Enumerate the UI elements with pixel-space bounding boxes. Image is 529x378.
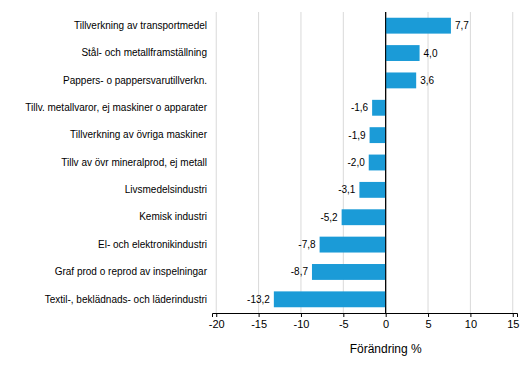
x-axis-title: Förändring %: [350, 342, 422, 356]
data-label: -7,8: [298, 239, 316, 250]
y-tick: Textil-, beklädnads- och läderindustri: [45, 294, 207, 305]
bar: [320, 237, 386, 253]
category-label: Pappers- o pappersvarutillverkn.: [63, 75, 207, 86]
x-tick-mark: [216, 313, 217, 317]
grid-line: [258, 12, 259, 313]
category-label: Textil-, beklädnads- och läderindustri: [45, 294, 207, 305]
y-tick: Stål- och metallframställning: [81, 47, 207, 58]
bar: [359, 182, 385, 198]
x-tick: 10: [465, 313, 477, 330]
y-tick: Tillverkning av övriga maskiner: [70, 129, 208, 140]
grid-line: [470, 12, 471, 313]
category-label: Kemisk industri: [139, 211, 207, 222]
data-label: 4,0: [424, 48, 438, 59]
data-label: -2,0: [348, 157, 366, 168]
x-tick: 15: [507, 313, 519, 330]
data-label: 7,7: [455, 20, 469, 31]
x-tick-label: -10: [294, 318, 310, 330]
data-labels: 7,7 4,0 3,6 -1,6 -1,9 -2,0 -3,1 -5,2 -7,8 -8,7 -13…: [247, 20, 469, 305]
bars: [274, 18, 451, 308]
data-label: 3,6: [420, 75, 434, 86]
x-tick-label: 5: [425, 318, 431, 330]
x-tick: 5: [425, 313, 431, 330]
x-tick-mark: [428, 313, 429, 317]
bar: [372, 100, 386, 116]
bar: [342, 209, 386, 225]
bar: [386, 45, 420, 61]
y-tick: Tillv av övr mineralprod, ej metall: [61, 157, 207, 168]
x-tick: -5: [339, 313, 349, 330]
category-label: Stål- och metallframställning: [81, 47, 207, 58]
data-label: -13,2: [247, 294, 270, 305]
grid: [216, 12, 513, 313]
category-label: El- och elektronikindustri: [98, 239, 207, 250]
bar: [386, 18, 451, 34]
x-tick: 0: [383, 313, 389, 330]
bar: [370, 127, 386, 143]
category-label: Livsmedelsindustri: [125, 184, 207, 195]
y-tick: Tillv. metallvaror, ej maskiner o appara…: [25, 102, 207, 113]
x-axis: -20 -15 -10 -5 0 5 10 15: [209, 313, 520, 330]
grid-line: [512, 12, 513, 313]
x-tick-mark: [343, 313, 344, 317]
data-label: -5,2: [320, 212, 338, 223]
category-label: Graf prod o reprod av inspelningar: [55, 266, 208, 277]
x-tick-mark: [301, 313, 302, 317]
grid-line: [385, 12, 386, 313]
x-axis-line: [213, 314, 518, 318]
category-label: Tillv. metallvaror, ej maskiner o appara…: [25, 102, 207, 113]
data-label: -3,1: [338, 184, 356, 195]
data-label: -1,9: [348, 130, 366, 141]
x-tick: -10: [294, 313, 310, 330]
x-tick-mark: [259, 313, 260, 317]
y-tick: Tillverkning av transportmedel: [74, 20, 207, 31]
y-tick: Pappers- o pappersvarutillverkn.: [63, 75, 207, 86]
chart: 7,7 4,0 3,6 -1,6 -1,9 -2,0 -3,1 -5,2 -7,8 -8,7 -13…: [0, 0, 529, 378]
x-tick-mark: [386, 313, 387, 317]
x-tick: -15: [251, 313, 267, 330]
bar: [274, 291, 386, 307]
x-tick-label: 10: [465, 318, 477, 330]
y-tick: Livsmedelsindustri: [125, 184, 207, 195]
x-tick-label: -5: [339, 318, 349, 330]
y-tick: Graf prod o reprod av inspelningar: [55, 266, 208, 277]
data-label: -8,7: [291, 266, 309, 277]
x-tick-label: -20: [209, 318, 225, 330]
bar: [386, 72, 417, 88]
zero-line: [385, 12, 386, 313]
bar: [369, 155, 386, 171]
x-tick-mark: [513, 313, 514, 317]
x-tick-label: -15: [251, 318, 267, 330]
grid-line: [216, 12, 217, 313]
x-tick-label: 15: [507, 318, 519, 330]
x-tick-label: 0: [383, 318, 389, 330]
category-label: Tillv av övr mineralprod, ej metall: [61, 157, 207, 168]
y-axis: Tillverkning av transportmedel Stål- och …: [25, 20, 207, 305]
data-label: -1,6: [351, 102, 369, 113]
bar: [312, 264, 386, 280]
category-label: Tillverkning av transportmedel: [74, 20, 207, 31]
x-tick-mark: [470, 313, 471, 317]
category-label: Tillverkning av övriga maskiner: [70, 129, 208, 140]
y-tick: El- och elektronikindustri: [98, 239, 207, 250]
plot: 7,7 4,0 3,6 -1,6 -1,9 -2,0 -3,1 -5,2 -7,8 -8,7 -13…: [25, 12, 519, 330]
x-tick: -20: [209, 313, 225, 330]
y-tick: Kemisk industri: [139, 211, 207, 222]
